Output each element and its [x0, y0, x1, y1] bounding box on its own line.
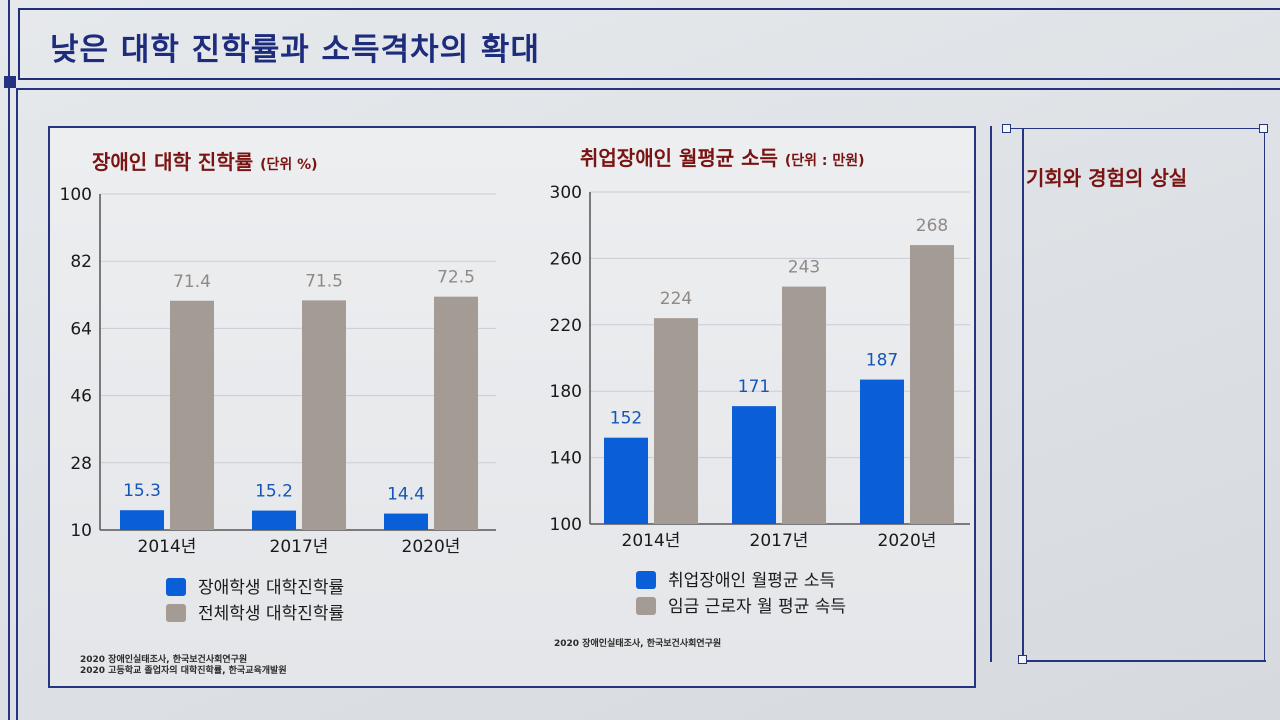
- chart-2-y-tick: 220: [550, 316, 582, 336]
- chart-2-source: 2020 장애인실태조사, 한국보건사회연구원: [554, 637, 721, 649]
- chart-2-bar: [732, 406, 776, 524]
- chart-2-data-label: 152: [610, 409, 642, 429]
- content-left-rule: [16, 88, 18, 720]
- chart-2-data-label: 268: [916, 216, 948, 236]
- chart-1-bar: [302, 300, 346, 530]
- resize-handle-top-right[interactable]: [1259, 124, 1268, 133]
- slide-title: 낮은 대학 진학률과 소득격차의 확대: [50, 32, 540, 68]
- side-panel-title: 기회와 경험의 상실: [1026, 166, 1188, 190]
- chart-1-bar: [252, 510, 296, 530]
- left-rule: [8, 0, 10, 720]
- chart-1-bar: [384, 513, 428, 530]
- chart-2-x-tick: 2017년: [750, 531, 809, 551]
- resize-handle-bottom-left[interactable]: [1018, 655, 1027, 664]
- chart-1-data-label: 71.5: [305, 271, 343, 291]
- chart-2-legend-swatch: [636, 571, 656, 589]
- chart-2-x-tick: 2014년: [622, 531, 681, 551]
- chart-1-bar: [170, 300, 214, 530]
- chart-1-data-label: 71.4: [173, 272, 211, 292]
- chart-2-data-label: 243: [788, 258, 820, 278]
- chart-2-y-tick: 100: [550, 515, 582, 535]
- side-panel-inner: [1022, 128, 1266, 662]
- chart-1-legend-swatch: [166, 578, 186, 596]
- chart-2-bar: [782, 286, 826, 524]
- chart-2-legend-swatch: [636, 597, 656, 615]
- chart-1-x-tick: 2020년: [402, 537, 461, 557]
- chart-1-bar: [120, 510, 164, 530]
- chart-2-data-label: 224: [660, 289, 692, 309]
- chart-2-bar: [654, 318, 698, 524]
- chart-2-title: 취업장애인 월평균 소득 (단위 : 만원): [580, 146, 865, 170]
- chart-1-y-tick: 64: [70, 319, 92, 339]
- chart-1-legend-label: 장애학생 대학진학률: [198, 578, 344, 598]
- chart-panel: 장애인 대학 진학률 (단위 %) 10 28 46 64 82 100 15.3 71.4 20…: [48, 126, 976, 688]
- title-band: 낮은 대학 진학률과 소득격차의 확대: [18, 8, 1280, 80]
- chart-1-title: 장애인 대학 진학률 (단위 %): [92, 150, 318, 174]
- chart-2-y-tick: 260: [550, 249, 582, 269]
- chart-2-bar: [910, 245, 954, 524]
- chart-1-x-tick: 2017년: [270, 537, 329, 557]
- chart-2-bar: [860, 379, 904, 524]
- chart-2-y-tick: 180: [550, 382, 582, 402]
- chart-1-y-tick: 100: [60, 185, 92, 205]
- chart-1-y-tick: 46: [70, 387, 92, 407]
- chart-1-legend-swatch: [166, 604, 186, 622]
- corner-marker: [4, 76, 16, 88]
- chart-1-y-tick: 10: [70, 521, 92, 541]
- chart-1-y-tick: 82: [70, 252, 92, 272]
- chart-1-y-tick: 28: [70, 454, 92, 474]
- content-top-rule: [16, 88, 1280, 90]
- chart-2-data-label: 187: [866, 351, 898, 371]
- chart-1-source: 2020 장애인실태조사, 한국보건사회연구원: [80, 653, 247, 665]
- chart-2-data-label: 171: [738, 377, 770, 397]
- chart-2-bar: [604, 437, 648, 524]
- chart-1-data-label: 14.4: [387, 485, 425, 505]
- chart-2-legend-label: 임금 근로자 월 평균 속득: [668, 597, 846, 617]
- chart-panel-right-rule: [990, 126, 992, 662]
- resize-handle-top-left[interactable]: [1002, 124, 1011, 133]
- chart-1-bar: [434, 296, 478, 530]
- chart-2-y-tick: 140: [550, 449, 582, 469]
- chart-2-y-tick: 300: [550, 183, 582, 203]
- chart-1-legend-label: 전체학생 대학진학률: [198, 604, 344, 624]
- side-panel: [1006, 128, 1265, 661]
- chart-1-source: 2020 고등학교 졸업자의 대학진학률, 한국교육개발원: [80, 664, 287, 676]
- chart-1-x-tick: 2014년: [138, 537, 197, 557]
- chart-1-data-label: 15.2: [255, 482, 293, 502]
- chart-2-legend-label: 취업장애인 월평균 소득: [668, 571, 835, 591]
- chart-1-data-label: 15.3: [123, 481, 161, 501]
- chart-1-data-label: 72.5: [437, 268, 475, 288]
- chart-2-x-tick: 2020년: [878, 531, 937, 551]
- charts-svg: 장애인 대학 진학률 (단위 %) 10 28 46 64 82 100 15.3 71.4 20…: [60, 146, 970, 676]
